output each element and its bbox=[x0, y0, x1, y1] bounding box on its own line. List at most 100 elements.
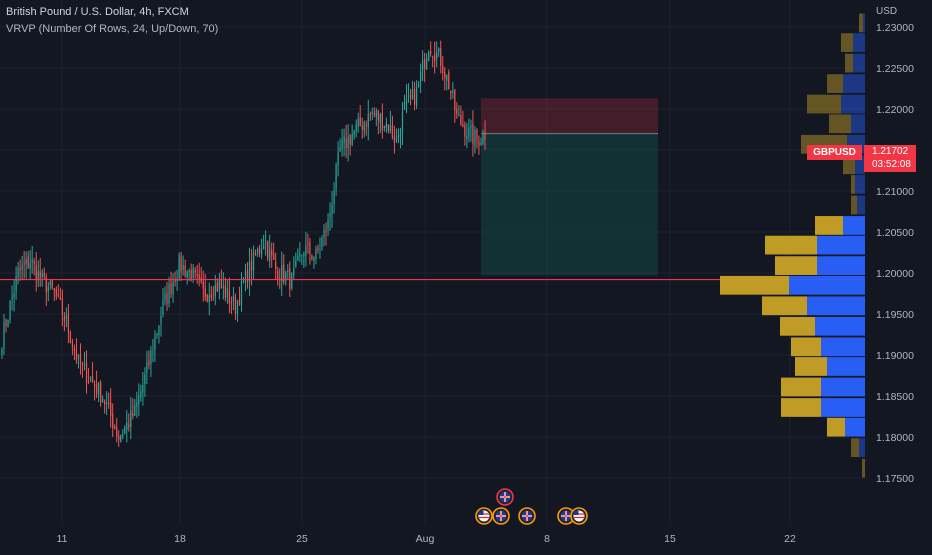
candle bbox=[95, 384, 98, 394]
candle bbox=[468, 127, 470, 138]
vp-down-bar bbox=[851, 175, 855, 194]
candle bbox=[104, 400, 106, 405]
candle bbox=[434, 54, 436, 62]
candle bbox=[63, 316, 66, 321]
vp-up-bar bbox=[845, 417, 865, 437]
candle bbox=[273, 254, 275, 260]
candle bbox=[339, 147, 341, 152]
candle bbox=[15, 276, 17, 292]
x-tick-label: 18 bbox=[174, 533, 186, 545]
y-tick-label: 1.17500 bbox=[876, 473, 914, 485]
vp-up-bar bbox=[851, 114, 865, 134]
candle bbox=[466, 136, 468, 140]
vp-down-bar bbox=[781, 377, 821, 397]
candle bbox=[357, 118, 359, 127]
vp-up-bar bbox=[807, 296, 865, 316]
candle bbox=[23, 263, 25, 265]
candle bbox=[311, 254, 313, 260]
candle bbox=[128, 424, 130, 427]
candle bbox=[130, 410, 132, 428]
candle bbox=[419, 71, 422, 82]
candle bbox=[51, 279, 53, 288]
uk-flag-icon[interactable] bbox=[518, 507, 536, 525]
y-tick-label: 1.19000 bbox=[876, 350, 914, 362]
candle bbox=[301, 255, 303, 257]
vp-down-bar bbox=[843, 155, 855, 175]
candle bbox=[108, 402, 110, 404]
candle bbox=[65, 315, 68, 319]
y-tick-label: 1.20500 bbox=[876, 227, 914, 239]
candle bbox=[393, 135, 396, 143]
candle bbox=[180, 256, 182, 272]
vp-up-bar bbox=[863, 13, 865, 33]
uk-flag-icon[interactable] bbox=[496, 488, 514, 506]
candle bbox=[45, 276, 47, 293]
candle bbox=[172, 282, 174, 295]
candle bbox=[242, 281, 245, 283]
candle bbox=[166, 293, 168, 304]
candle bbox=[375, 111, 377, 117]
indicator-legend[interactable]: VRVP (Number Of Rows, 24, Up/Down, 70) bbox=[6, 23, 219, 35]
candle bbox=[164, 293, 166, 300]
candle bbox=[116, 427, 118, 437]
candle bbox=[397, 134, 400, 140]
candle bbox=[383, 126, 385, 128]
candle bbox=[341, 140, 343, 149]
candle bbox=[210, 294, 212, 298]
candle bbox=[43, 273, 45, 278]
candle bbox=[61, 298, 63, 316]
vp-down-bar bbox=[827, 417, 845, 437]
candle bbox=[162, 299, 164, 315]
candle bbox=[309, 241, 311, 255]
candle bbox=[152, 351, 154, 353]
candle bbox=[91, 376, 94, 383]
candle bbox=[238, 299, 241, 305]
candle bbox=[299, 254, 301, 256]
vp-up-bar bbox=[843, 74, 865, 93]
candle bbox=[55, 288, 57, 297]
candle bbox=[275, 261, 277, 269]
vp-up-bar bbox=[853, 33, 865, 52]
candle bbox=[317, 248, 319, 250]
vp-up-bar bbox=[789, 275, 865, 295]
candle bbox=[291, 273, 293, 288]
vp-up-bar bbox=[853, 53, 865, 73]
y-tick-label: 1.23000 bbox=[876, 22, 914, 34]
candle bbox=[67, 314, 70, 333]
candle bbox=[234, 296, 237, 314]
candle bbox=[267, 241, 269, 259]
candle bbox=[333, 190, 335, 205]
candle bbox=[426, 58, 428, 70]
candle bbox=[307, 243, 309, 245]
candle bbox=[385, 123, 388, 128]
candle bbox=[319, 248, 321, 250]
candle bbox=[222, 286, 224, 288]
candle bbox=[198, 274, 200, 280]
candle bbox=[11, 296, 13, 300]
vp-down-bar bbox=[829, 114, 851, 134]
us-flag-icon[interactable] bbox=[570, 507, 588, 525]
candle bbox=[349, 134, 351, 145]
candle bbox=[204, 287, 206, 297]
take-profit-zone bbox=[481, 133, 658, 276]
candle bbox=[454, 89, 456, 111]
candle bbox=[33, 261, 35, 264]
y-tick-label: 1.18000 bbox=[876, 432, 914, 444]
symbol-price-tag: GBPUSD bbox=[807, 144, 864, 174]
candle bbox=[53, 288, 55, 291]
candle bbox=[13, 292, 15, 298]
candle bbox=[232, 295, 235, 301]
candle bbox=[208, 295, 210, 303]
x-tick-label: 15 bbox=[664, 533, 676, 545]
candle bbox=[156, 333, 158, 336]
candle bbox=[389, 125, 392, 132]
uk-flag-icon[interactable] bbox=[557, 507, 575, 525]
candle bbox=[73, 347, 76, 351]
candle bbox=[401, 111, 404, 134]
candle bbox=[168, 284, 170, 304]
uk-flag-icon[interactable] bbox=[492, 507, 510, 525]
vp-down-bar bbox=[851, 438, 859, 458]
us-flag-icon[interactable] bbox=[475, 507, 493, 525]
